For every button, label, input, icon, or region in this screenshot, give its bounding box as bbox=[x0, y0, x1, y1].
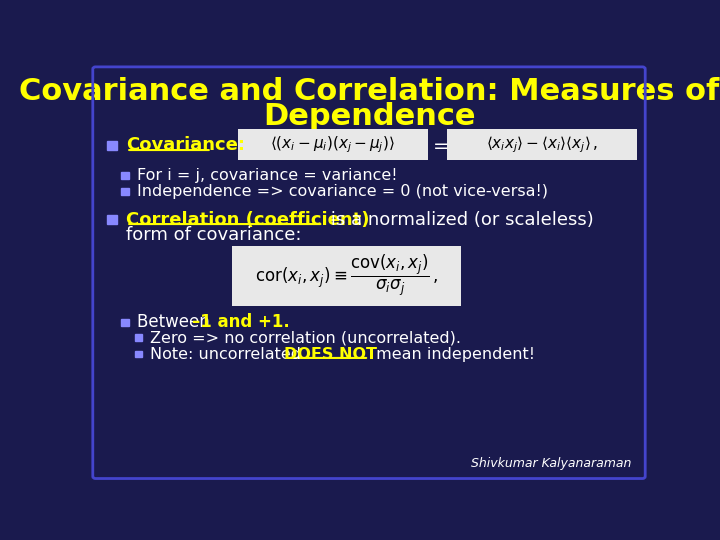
FancyBboxPatch shape bbox=[238, 129, 428, 160]
Text: Shivkumar Kalyanaraman: Shivkumar Kalyanaraman bbox=[471, 457, 631, 470]
Text: form of covariance:: form of covariance: bbox=[126, 226, 302, 244]
Text: $\langle (x_i - \mu_i)(x_j - \mu_j) \rangle$: $\langle (x_i - \mu_i)(x_j - \mu_j) \ran… bbox=[270, 134, 395, 155]
FancyBboxPatch shape bbox=[447, 129, 637, 160]
FancyBboxPatch shape bbox=[233, 246, 461, 306]
Text: $\mathrm{cor}(x_i, x_j) \equiv \dfrac{\mathrm{cov}(x_i, x_j)}{\sigma_i \sigma_j}: $\mathrm{cor}(x_i, x_j) \equiv \dfrac{\m… bbox=[255, 253, 438, 298]
Text: Independence => covariance = 0 (not vice-versa!): Independence => covariance = 0 (not vice… bbox=[138, 184, 549, 199]
FancyBboxPatch shape bbox=[107, 140, 117, 150]
FancyBboxPatch shape bbox=[121, 319, 128, 326]
Text: $=$: $=$ bbox=[428, 135, 449, 154]
Text: Covariance:: Covariance: bbox=[126, 136, 246, 154]
Text: is a normalized (or scaleless): is a normalized (or scaleless) bbox=[325, 211, 594, 229]
Text: Note: uncorrelated: Note: uncorrelated bbox=[150, 347, 307, 362]
Text: DOES NOT: DOES NOT bbox=[284, 347, 377, 362]
Text: mean independent!: mean independent! bbox=[371, 347, 535, 362]
FancyBboxPatch shape bbox=[121, 187, 128, 194]
Text: Dependence: Dependence bbox=[263, 102, 475, 131]
Text: Correlation (coefficient): Correlation (coefficient) bbox=[126, 211, 370, 229]
FancyBboxPatch shape bbox=[135, 334, 142, 341]
FancyBboxPatch shape bbox=[121, 172, 128, 179]
Text: $\langle x_i x_j \rangle - \langle x_i \rangle \langle x_j \rangle\,,$: $\langle x_i x_j \rangle - \langle x_i \… bbox=[486, 134, 598, 155]
FancyBboxPatch shape bbox=[107, 215, 117, 224]
Text: Covariance and Correlation: Measures of: Covariance and Correlation: Measures of bbox=[19, 77, 719, 106]
Text: Zero => no correlation (uncorrelated).: Zero => no correlation (uncorrelated). bbox=[150, 330, 462, 346]
Text: Between: Between bbox=[138, 313, 215, 331]
Text: For i = j, covariance = variance!: For i = j, covariance = variance! bbox=[138, 168, 398, 183]
FancyBboxPatch shape bbox=[135, 350, 142, 357]
Text: –1 and +1.: –1 and +1. bbox=[192, 313, 290, 331]
